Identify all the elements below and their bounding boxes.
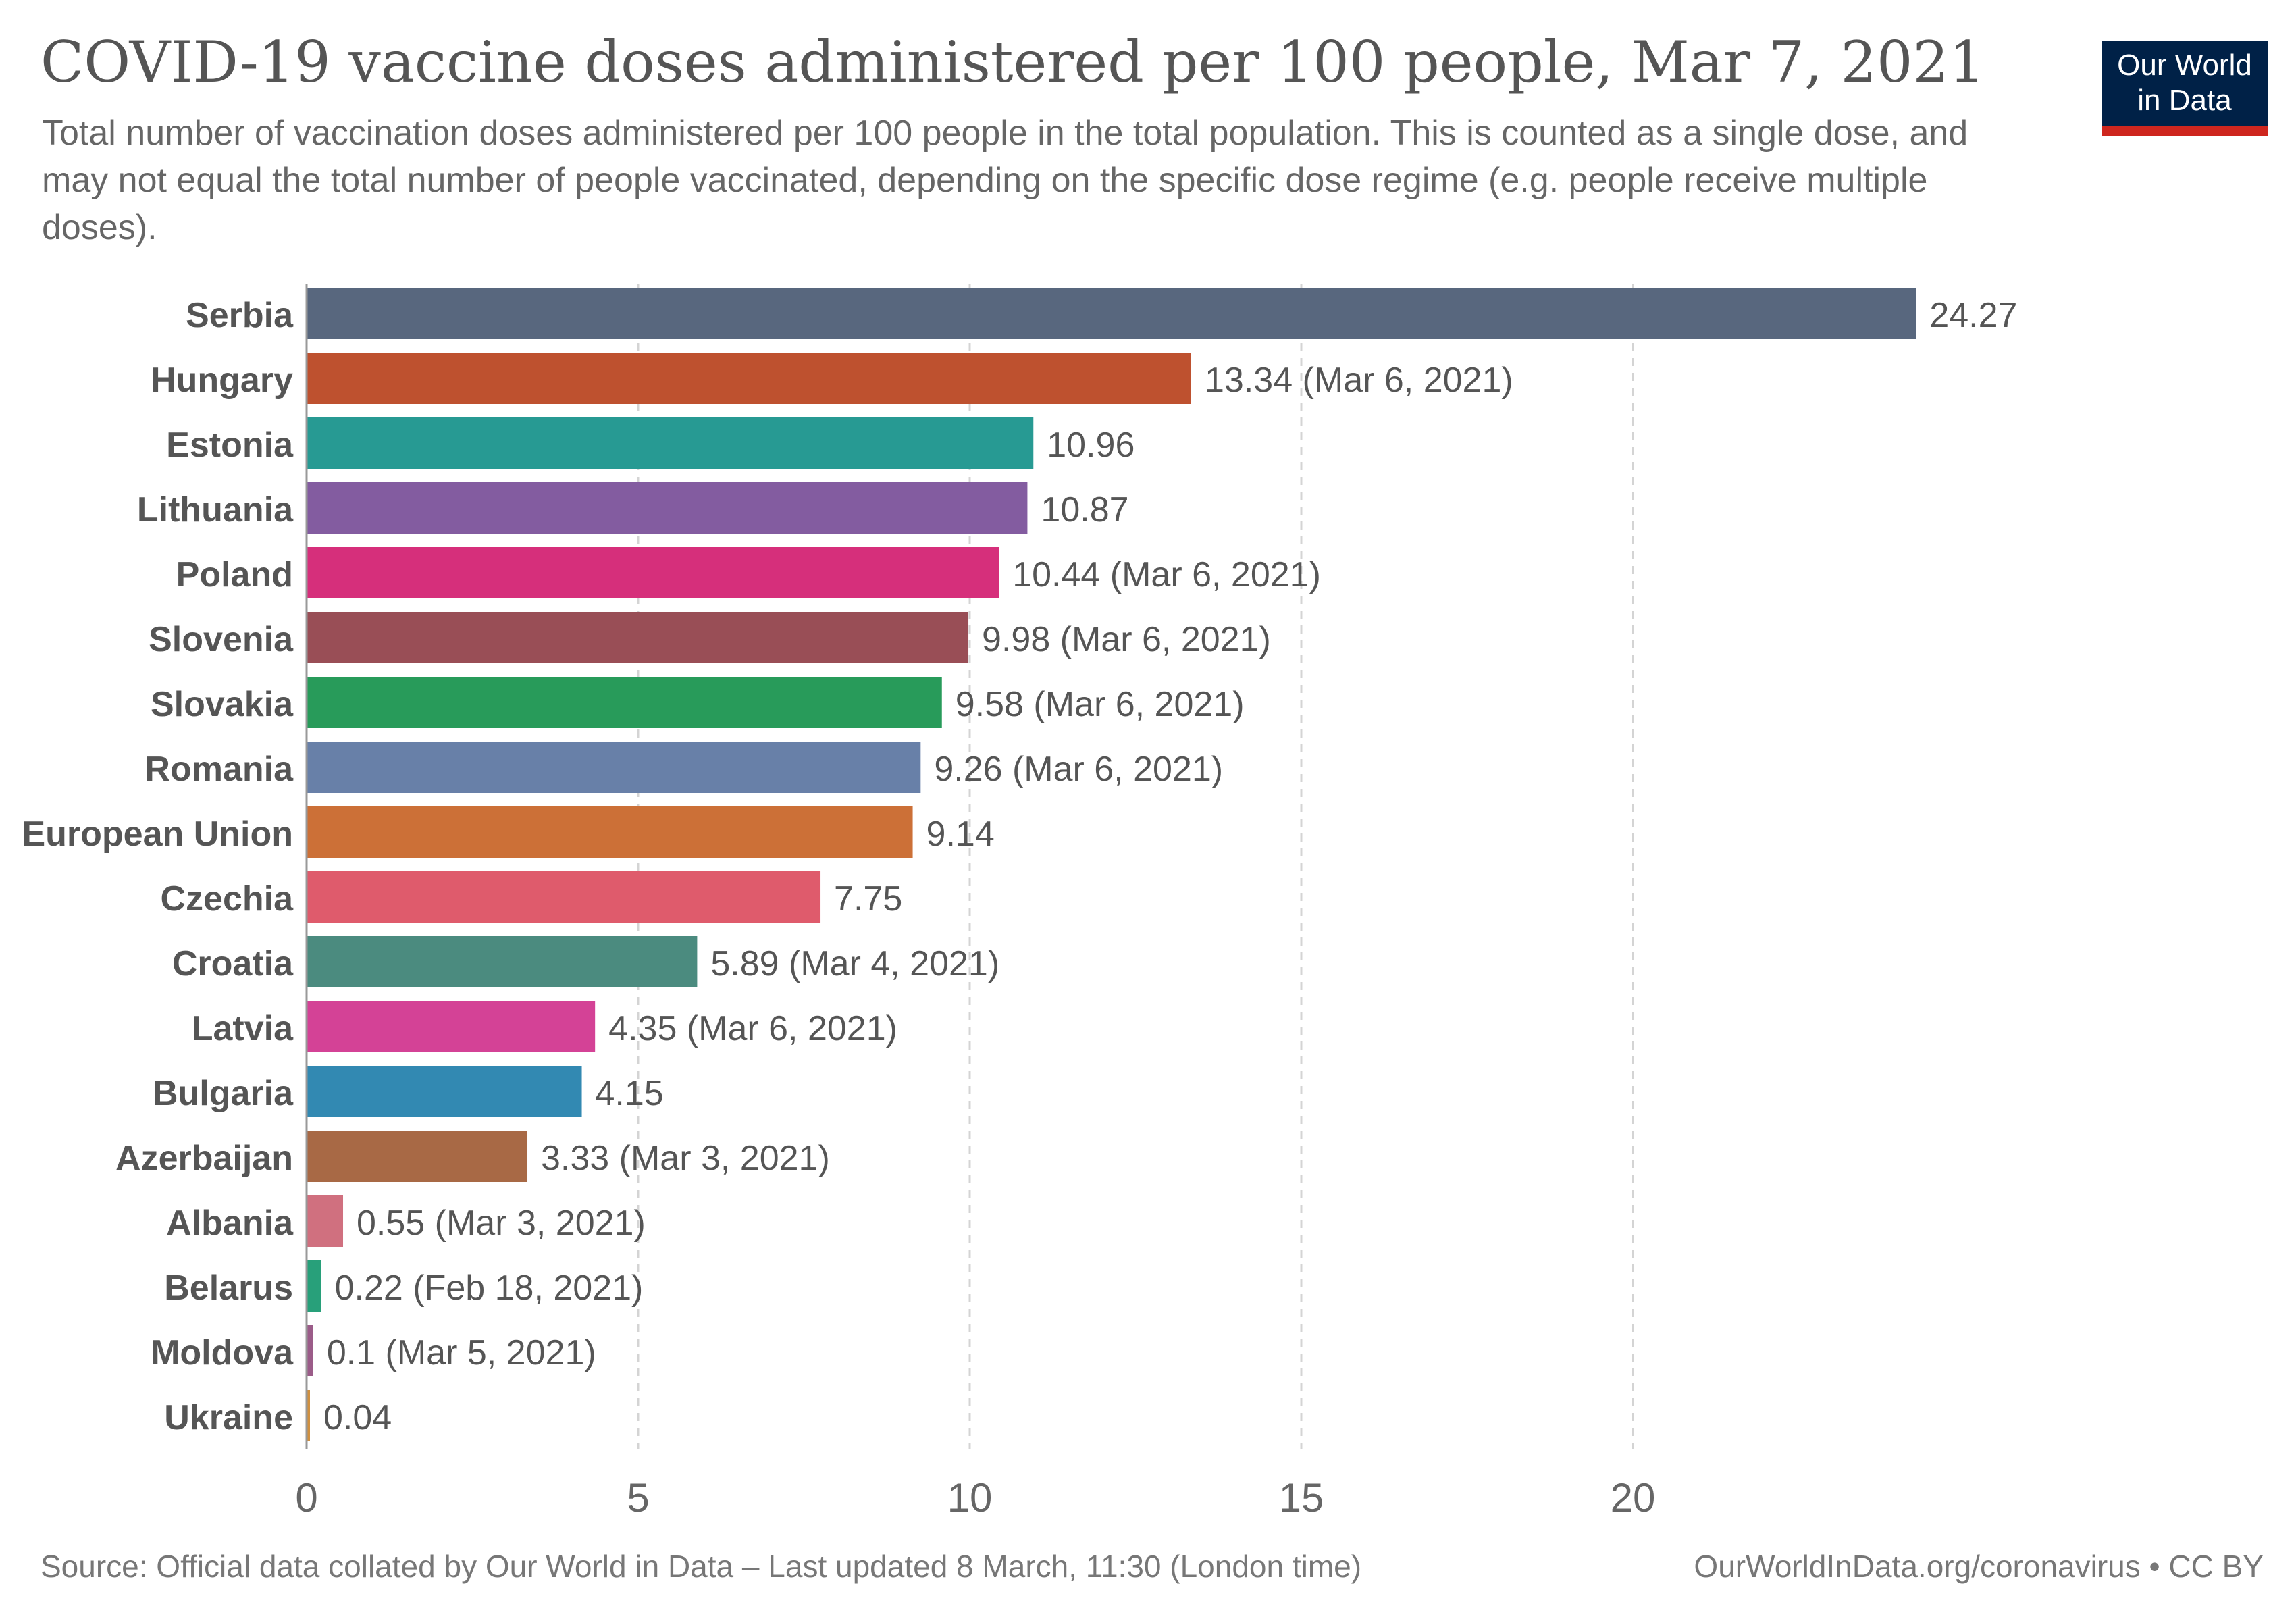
bar[interactable]	[307, 1260, 321, 1312]
bar[interactable]	[307, 1066, 582, 1117]
bar[interactable]	[307, 1390, 310, 1441]
category-label: Poland	[176, 555, 293, 594]
value-label: 0.1 (Mar 5, 2021)	[327, 1333, 596, 1372]
value-label: 7.75	[834, 879, 902, 919]
logo-line-1: Our World	[2117, 49, 2252, 82]
category-label: Czechia	[160, 879, 294, 919]
grid-lines	[637, 284, 1634, 1449]
x-tick-label: 10	[947, 1475, 993, 1520]
bar[interactable]	[307, 353, 1191, 404]
category-label: Serbia	[186, 296, 294, 335]
value-label: 0.55 (Mar 3, 2021)	[357, 1204, 646, 1243]
value-label: 4.35 (Mar 6, 2021)	[608, 1009, 897, 1048]
chart-subtitle: Total number of vaccination doses admini…	[42, 113, 1968, 247]
value-label: 10.44 (Mar 6, 2021)	[1012, 555, 1321, 594]
category-label: Azerbaijan	[115, 1139, 293, 1178]
labels: Serbia 24.27 Hungary 13.34 (Mar 6, 2021) Est…	[22, 296, 2017, 1437]
value-label: 3.33 (Mar 3, 2021)	[541, 1139, 830, 1178]
category-label: European Union	[22, 815, 293, 854]
x-tick-label: 20	[1611, 1475, 1656, 1520]
value-label: 9.14	[927, 815, 995, 854]
value-label: 10.96	[1047, 426, 1134, 465]
category-label: Estonia	[166, 426, 294, 465]
owid-logo[interactable]: Our World in Data	[2102, 41, 2268, 136]
category-label: Lithuania	[137, 490, 294, 530]
chart-title: COVID-19 vaccine doses administered per …	[41, 29, 1985, 95]
x-tick-label: 15	[1279, 1475, 1324, 1520]
value-label: 0.22 (Feb 18, 2021)	[335, 1268, 644, 1308]
x-tick-label: 0	[295, 1475, 317, 1520]
bar[interactable]	[307, 806, 913, 858]
category-label: Moldova	[151, 1333, 294, 1372]
value-label: 5.89 (Mar 4, 2021)	[710, 944, 999, 983]
category-label: Albania	[166, 1204, 294, 1243]
value-label: 4.15	[596, 1074, 664, 1113]
bars	[307, 288, 1916, 1441]
category-label: Romania	[145, 750, 294, 789]
bar[interactable]	[307, 417, 1034, 469]
bar[interactable]	[307, 936, 698, 987]
category-label: Latvia	[192, 1009, 294, 1048]
bar[interactable]	[307, 1001, 596, 1052]
value-label: 10.87	[1041, 490, 1128, 530]
category-label: Hungary	[151, 361, 293, 400]
value-label: 13.34 (Mar 6, 2021)	[1205, 361, 1513, 400]
bar[interactable]	[307, 742, 921, 793]
category-label: Ukraine	[164, 1398, 293, 1437]
bar[interactable]	[307, 547, 999, 598]
logo-line-2: in Data	[2137, 84, 2232, 117]
bar[interactable]	[307, 871, 821, 923]
category-label: Slovenia	[149, 620, 294, 659]
x-tick-label: 5	[627, 1475, 649, 1520]
bar[interactable]	[307, 482, 1028, 534]
category-label: Belarus	[164, 1268, 293, 1308]
bar[interactable]	[307, 677, 942, 728]
bar[interactable]	[307, 612, 969, 663]
bar[interactable]	[307, 1195, 344, 1247]
category-label: Croatia	[172, 944, 294, 983]
site-link[interactable]: OurWorldInData.org/coronavirus • CC BY	[1694, 1549, 2264, 1584]
value-label: 9.58 (Mar 6, 2021)	[956, 685, 1245, 724]
bar[interactable]	[307, 1131, 528, 1182]
value-label: 9.98 (Mar 6, 2021)	[982, 620, 1271, 659]
source-note: Source: Official data collated by Our Wo…	[41, 1549, 1362, 1584]
category-label: Bulgaria	[153, 1074, 294, 1113]
category-label: Slovakia	[151, 685, 294, 724]
bar[interactable]	[307, 1325, 313, 1376]
value-label: 24.27	[1929, 296, 2017, 335]
bar[interactable]	[307, 288, 1916, 339]
value-label: 0.04	[323, 1398, 392, 1437]
x-axis: 0 5 10 15 20	[295, 284, 1655, 1520]
value-label: 9.26 (Mar 6, 2021)	[934, 750, 1223, 789]
